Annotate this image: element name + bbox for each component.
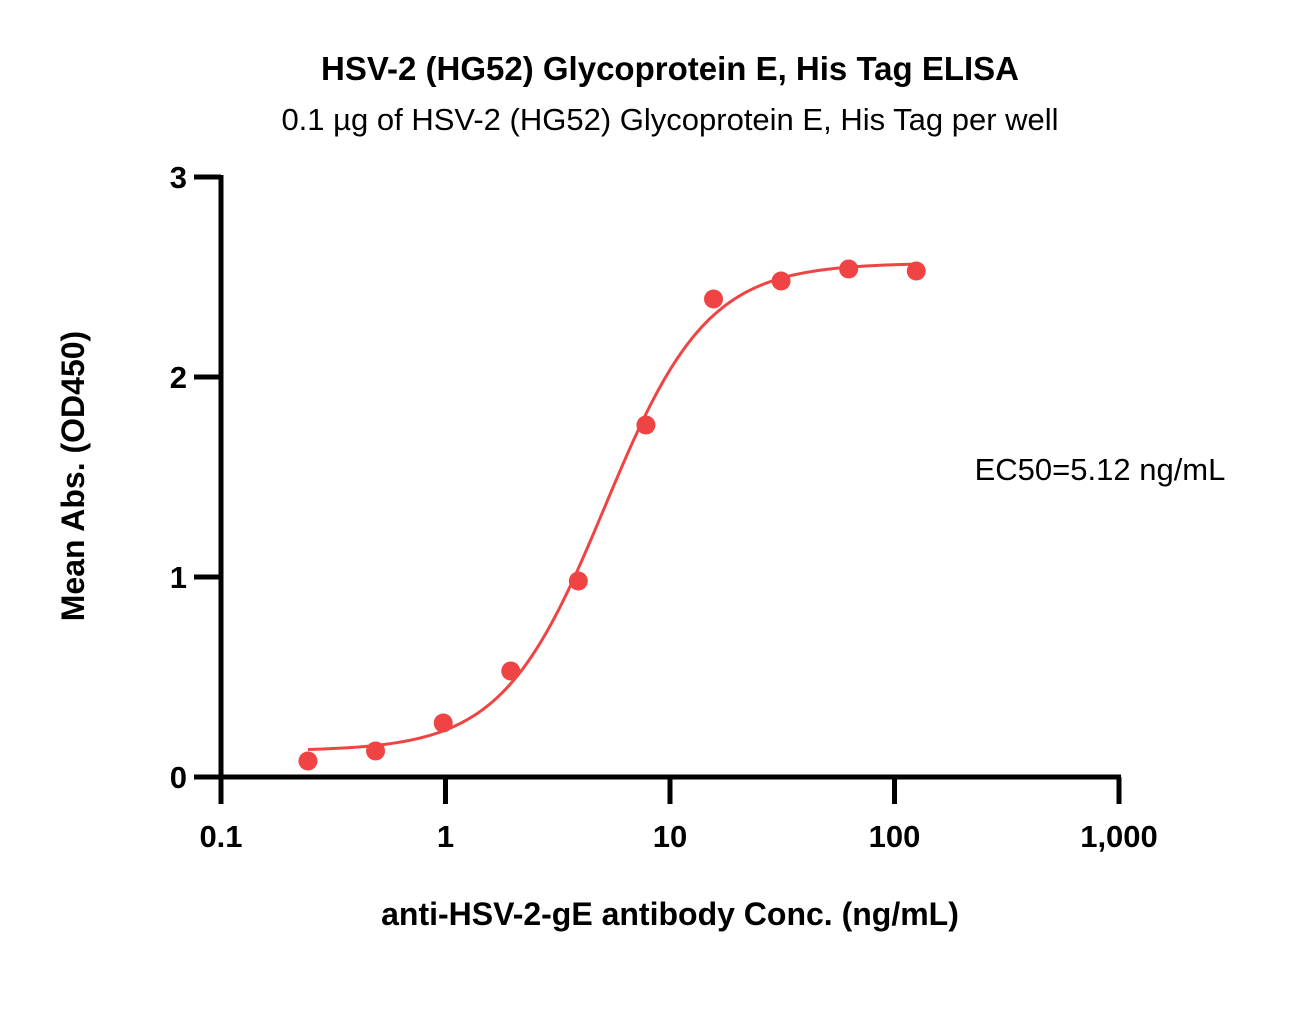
axes: 0 1 2 3 0.1 1 10 100 1,000 bbox=[170, 160, 1158, 854]
x-tick-label: 1 bbox=[437, 819, 454, 854]
fit-curve-layer bbox=[307, 262, 917, 751]
data-point bbox=[906, 261, 926, 281]
y-axis-label: Mean Abs. (OD450) bbox=[55, 331, 91, 621]
y-tick-label: 0 bbox=[170, 760, 187, 795]
data-point bbox=[298, 751, 318, 771]
x-tick-label: 0.1 bbox=[199, 819, 242, 854]
data-point bbox=[771, 271, 791, 291]
ec50-annotation: EC50=5.12 ng/mL bbox=[975, 452, 1226, 487]
data-point bbox=[636, 415, 656, 435]
data-point bbox=[366, 741, 386, 761]
y-tick-label: 1 bbox=[170, 560, 187, 595]
x-tick-label: 100 bbox=[869, 819, 921, 854]
data-point bbox=[704, 289, 724, 309]
y-tick-label: 3 bbox=[170, 160, 187, 195]
x-tick-label: 10 bbox=[653, 819, 687, 854]
x-tick-label: 1,000 bbox=[1080, 819, 1158, 854]
data-point bbox=[501, 661, 521, 681]
data-point bbox=[568, 571, 588, 591]
chart-subtitle: 0.1 µg of HSV-2 (HG52) Glycoprotein E, H… bbox=[281, 102, 1058, 137]
y-tick-label: 2 bbox=[170, 360, 187, 395]
chart-title: HSV-2 (HG52) Glycoprotein E, His Tag ELI… bbox=[321, 50, 1019, 87]
data-point bbox=[839, 259, 859, 279]
data-point bbox=[433, 713, 453, 733]
data-points-layer bbox=[298, 259, 926, 771]
x-axis-label: anti-HSV-2-gE antibody Conc. (ng/mL) bbox=[381, 896, 959, 932]
fit-curve bbox=[307, 262, 917, 751]
